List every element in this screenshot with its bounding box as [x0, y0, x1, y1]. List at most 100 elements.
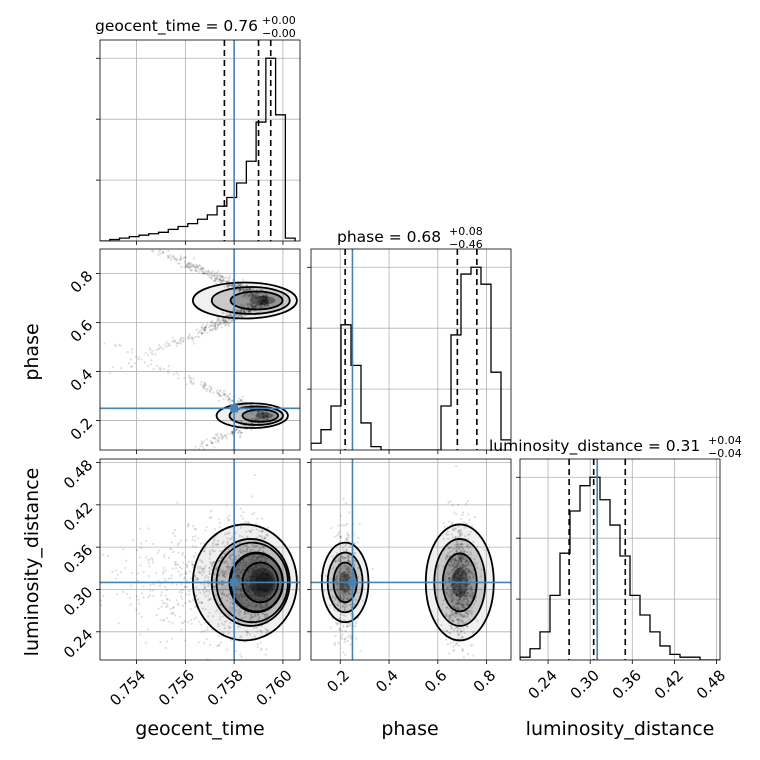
sample-point	[204, 387, 206, 389]
density-level-0-3	[249, 296, 275, 305]
sample-point	[180, 595, 182, 597]
sample-point	[197, 537, 199, 539]
sample-point	[228, 278, 230, 280]
sample-point	[224, 280, 226, 282]
sample-point	[172, 532, 174, 534]
sample-point	[265, 653, 267, 655]
sample-point	[153, 583, 155, 585]
sample-point	[147, 365, 149, 367]
sample-point	[340, 524, 342, 526]
sample-point	[149, 584, 151, 586]
sample-point	[220, 641, 222, 643]
sample-point	[192, 599, 194, 601]
sample-point	[474, 516, 476, 518]
sample-point	[192, 545, 194, 547]
sample-point	[222, 279, 224, 281]
sample-point	[256, 518, 258, 520]
sample-point	[195, 546, 197, 548]
sample-point	[115, 569, 117, 571]
sample-point	[463, 521, 465, 523]
sample-point	[103, 223, 105, 225]
xtick-label-geocent_time-3: 0.760	[253, 666, 296, 709]
sample-point	[335, 622, 337, 624]
sample-point	[224, 277, 226, 279]
sample-point	[170, 254, 172, 256]
sample-point	[142, 243, 144, 245]
sample-point	[179, 566, 181, 568]
sample-point	[192, 525, 194, 527]
sample-point	[208, 326, 210, 328]
ylabel-luminosity_distance: luminosity_distance	[21, 468, 43, 657]
sample-point	[214, 322, 216, 324]
xtick-label-phase-2: 0.6	[421, 666, 451, 696]
sample-point	[180, 628, 182, 630]
sample-point	[181, 554, 183, 556]
sample-point	[120, 571, 122, 573]
corner-plot: 0.24 0.30 0.36 0.42 0.48 0.20.40.60.8 0.754 0…	[0, 0, 760, 760]
sample-point	[187, 262, 189, 264]
sample-point	[238, 430, 240, 432]
sample-point	[185, 266, 187, 268]
sample-point	[173, 456, 175, 458]
sample-point	[177, 455, 179, 457]
sample-point	[329, 627, 331, 629]
sample-point	[114, 234, 116, 236]
sample-point	[197, 265, 199, 267]
sample-point	[257, 643, 259, 645]
sample-point	[201, 328, 203, 330]
sample-point	[160, 606, 162, 608]
sample-point	[219, 395, 221, 397]
sample-point	[342, 626, 344, 628]
xtick-label-geocent_time-2: 0.758	[204, 666, 247, 709]
sample-point	[180, 266, 182, 268]
sample-point	[251, 495, 253, 497]
xlabel-phase: phase	[381, 718, 438, 740]
sample-point	[198, 621, 200, 623]
sample-point	[224, 435, 226, 437]
sample-point	[118, 344, 120, 346]
sample-point	[444, 526, 446, 528]
sample-point	[186, 264, 188, 266]
sample-point	[181, 598, 183, 600]
sample-point	[190, 619, 192, 621]
sample-point	[204, 529, 206, 531]
title-geocent_time: geocent_time = 0.76 +0.00 −0.00	[95, 14, 296, 40]
sample-point	[455, 513, 457, 515]
sample-point	[173, 606, 175, 608]
sample-point	[226, 277, 228, 279]
sample-point	[240, 656, 242, 658]
sample-point	[210, 387, 212, 389]
sample-point	[240, 515, 242, 517]
sample-point	[188, 266, 190, 268]
sample-point	[188, 593, 190, 595]
sample-point	[162, 620, 164, 622]
truth-point-phase-vs-luminosity_distance	[348, 578, 356, 586]
sample-point	[200, 543, 202, 545]
sample-point	[164, 586, 166, 588]
histogram-geocent_time	[100, 58, 295, 241]
sample-point	[152, 543, 154, 545]
sample-point	[162, 572, 164, 574]
sample-point	[467, 513, 469, 515]
sample-point	[109, 485, 111, 487]
sample-point	[219, 390, 221, 392]
sample-point	[344, 641, 346, 643]
sample-point	[182, 552, 184, 554]
ytick-label-luminosity_distance-0: 0.24	[60, 625, 96, 661]
sample-point	[162, 567, 164, 569]
sample-point	[342, 651, 344, 653]
sample-point	[125, 560, 127, 562]
title-phase-sub: −0.46	[449, 238, 483, 251]
sample-point	[242, 517, 244, 519]
sample-point	[465, 503, 467, 505]
sample-point	[164, 569, 166, 571]
sample-point	[47, 399, 49, 401]
sample-point	[150, 359, 152, 361]
truth-point-geocent_time-vs-luminosity_distance	[230, 578, 238, 586]
sample-point	[149, 590, 151, 592]
sample-point	[347, 534, 349, 536]
sample-point	[130, 366, 132, 368]
sample-point	[159, 585, 161, 587]
sample-point	[158, 344, 160, 346]
sample-point	[348, 511, 350, 513]
